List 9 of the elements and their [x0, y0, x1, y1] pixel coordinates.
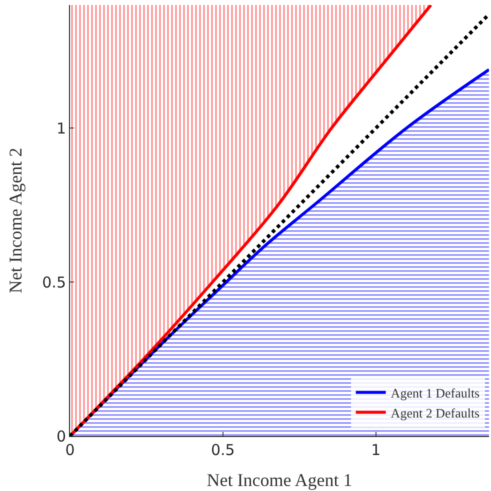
y-tick-label: 0	[56, 427, 66, 446]
y-tick-label: 1	[56, 119, 66, 138]
x-tick-label: 0.5	[210, 441, 235, 459]
y-axis-title: Net Income Agent 2	[5, 148, 26, 294]
x-axis-title: Net Income Agent 1	[206, 470, 352, 490]
x-tick-label: 1	[371, 441, 381, 459]
legend-label: Agent 1 Defaults	[390, 385, 480, 400]
legend-label: Agent 2 Defaults	[390, 405, 480, 420]
y-tick-label: 0.5	[42, 273, 66, 292]
